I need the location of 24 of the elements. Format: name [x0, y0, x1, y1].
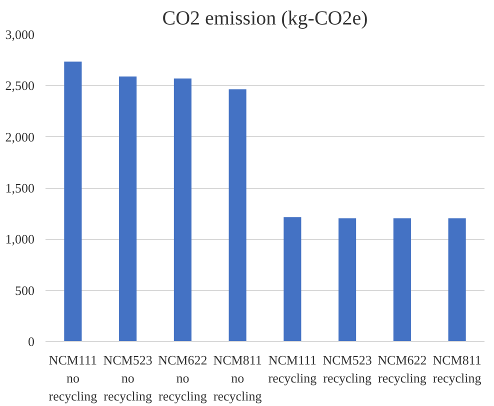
bar	[448, 218, 466, 342]
x-tick-label: NCM523 no recycling	[103, 352, 152, 404]
y-tick-label: 500	[15, 282, 34, 298]
y-tick-label: 2,500	[5, 78, 34, 94]
y-tick-label: 2,000	[5, 129, 34, 144]
bar	[338, 218, 356, 342]
y-tick-label: 1,000	[5, 232, 34, 247]
bar	[228, 89, 246, 342]
bar	[119, 76, 137, 342]
x-tick-label: NCM523 recycling	[322, 352, 372, 386]
x-tick-label: NCM111 no recycling	[48, 352, 98, 404]
y-tick-label: 0	[28, 334, 34, 349]
y-tick-label: 1,500	[5, 180, 34, 196]
bar	[64, 62, 82, 342]
x-tick-label: NCM622 recycling	[378, 352, 427, 386]
bar	[174, 78, 192, 342]
x-tick-label: NCM111 recycling	[268, 352, 318, 386]
y-tick-label: 3,000	[5, 27, 34, 42]
chart-title: CO2 emission (kg-CO2e)	[162, 8, 368, 30]
x-tick-label: NCM811 no recycling	[213, 352, 262, 404]
x-tick-label: NCM622 no recycling	[158, 352, 208, 404]
bar	[393, 218, 411, 342]
bar	[284, 217, 302, 342]
x-tick-label: NCM811 recycling	[432, 352, 482, 386]
